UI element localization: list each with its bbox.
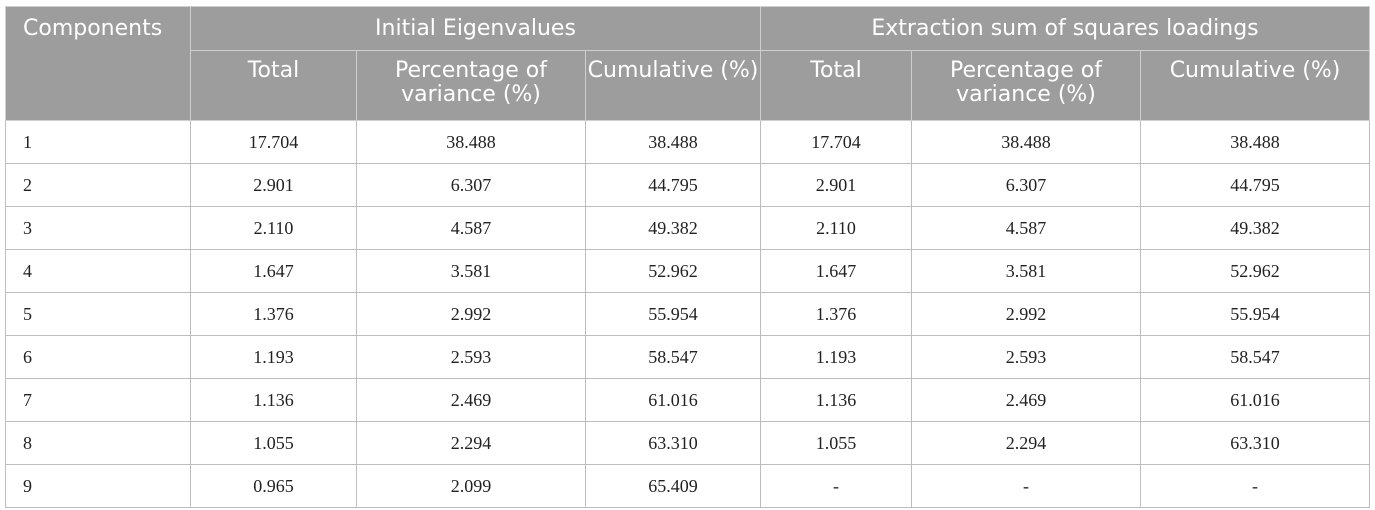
cell-component-index: 7 (5, 378, 191, 422)
cell-component-index: 8 (5, 421, 191, 465)
table-row: 6 1.193 2.593 58.547 1.193 2.593 58.547 (5, 335, 1371, 379)
subheader-total-initial: Total (190, 50, 357, 121)
table-row: 8 1.055 2.294 63.310 1.055 2.294 63.310 (5, 421, 1371, 465)
cell-variance-extraction: 2.992 (911, 292, 1141, 336)
cell-total-extraction: 17.704 (760, 120, 912, 164)
cell-total-initial: 1.647 (190, 249, 357, 293)
cell-total-initial: 1.055 (190, 421, 357, 465)
table-row: 2 2.901 6.307 44.795 2.901 6.307 44.795 (5, 163, 1371, 207)
cell-cumulative-initial: 38.488 (585, 120, 761, 164)
cell-total-extraction: 1.647 (760, 249, 912, 293)
cell-total-initial: 2.110 (190, 206, 357, 250)
cell-total-initial: 2.901 (190, 163, 357, 207)
cell-component-index: 4 (5, 249, 191, 293)
table-row: 3 2.110 4.587 49.382 2.110 4.587 49.382 (5, 206, 1371, 250)
initial-eigenvalues-header: Initial Eigenvalues (190, 6, 761, 51)
cell-cumulative-extraction: 52.962 (1139, 249, 1371, 293)
cell-total-extraction: - (760, 464, 912, 508)
cell-cumulative-extraction: - (1139, 464, 1371, 508)
cell-component-index: 5 (5, 292, 191, 336)
cell-variance-initial: 3.581 (356, 249, 586, 293)
subheader-cumulative-initial: Cumulative (%) (585, 50, 761, 121)
components-header: Components (5, 6, 191, 121)
cell-total-extraction: 2.901 (760, 163, 912, 207)
cell-variance-initial: 4.587 (356, 206, 586, 250)
cell-cumulative-initial: 63.310 (585, 421, 761, 465)
cell-component-index: 2 (5, 163, 191, 207)
cell-variance-initial: 6.307 (356, 163, 586, 207)
cell-variance-extraction: 2.469 (911, 378, 1141, 422)
cell-cumulative-extraction: 44.795 (1139, 163, 1371, 207)
cell-component-index: 3 (5, 206, 191, 250)
cell-cumulative-initial: 61.016 (585, 378, 761, 422)
table-row: 9 0.965 2.099 65.409- - - (5, 464, 1371, 508)
cell-cumulative-initial: 65.409 (585, 464, 761, 508)
cell-variance-extraction: - (911, 464, 1141, 508)
eigenvalues-table: Components Initial Eigenvalues Extractio… (5, 6, 1371, 508)
cell-variance-extraction: 3.581 (911, 249, 1141, 293)
cell-component-index: 6 (5, 335, 191, 379)
cell-total-extraction: 1.376 (760, 292, 912, 336)
cell-cumulative-extraction: 58.547 (1139, 335, 1371, 379)
cell-cumulative-initial: 49.382 (585, 206, 761, 250)
cell-variance-initial: 2.294 (356, 421, 586, 465)
cell-variance-extraction: 4.587 (911, 206, 1141, 250)
extraction-header: Extraction sum of squares loadings (759, 6, 1371, 51)
cell-cumulative-initial: 52.962 (585, 249, 761, 293)
cell-cumulative-extraction: 61.016 (1139, 378, 1371, 422)
eigenvalues-table-container: Components Initial Eigenvalues Extractio… (5, 6, 1371, 508)
cell-total-extraction: 2.110 (760, 206, 912, 250)
cell-cumulative-extraction: 49.382 (1139, 206, 1371, 250)
table-body: 1 17.704 38.488 38.488 17.704 38.488 38.488 2 2.… (5, 120, 1371, 508)
cell-cumulative-extraction: 55.954 (1139, 292, 1371, 336)
cell-variance-initial: 2.099 (356, 464, 586, 508)
cell-variance-extraction: 6.307 (911, 163, 1141, 207)
cell-cumulative-extraction: 63.310 (1139, 421, 1371, 465)
cell-cumulative-initial: 58.547 (585, 335, 761, 379)
cell-total-initial: 1.136 (190, 378, 357, 422)
cell-cumulative-initial: 44.795 (585, 163, 761, 207)
cell-variance-extraction: 2.593 (911, 335, 1141, 379)
subheader-variance-initial: Percentage of variance (%) (356, 50, 586, 121)
subheader-variance-extraction: Percentage of variance (%) (911, 50, 1141, 121)
cell-total-initial: 1.193 (190, 335, 357, 379)
table-row: 4 1.647 3.581 52.962 1.647 3.581 52.962 (5, 249, 1371, 293)
subheader-total-extraction: Total (760, 50, 912, 121)
cell-cumulative-initial: 55.954 (585, 292, 761, 336)
table-row: 5 1.376 2.992 55.954 1.376 2.992 55.954 (5, 292, 1371, 336)
table-row: 1 17.704 38.488 38.488 17.704 38.488 38.488 (5, 120, 1371, 164)
cell-component-index: 9 (5, 464, 191, 508)
cell-total-extraction: 1.055 (760, 421, 912, 465)
table-header: Components Initial Eigenvalues Extractio… (5, 6, 1371, 121)
cell-total-initial: 0.965 (190, 464, 357, 508)
cell-total-extraction: 1.193 (760, 335, 912, 379)
cell-total-extraction: 1.136 (760, 378, 912, 422)
cell-variance-extraction: 2.294 (911, 421, 1141, 465)
cell-variance-extraction: 38.488 (911, 120, 1141, 164)
cell-total-initial: 1.376 (190, 292, 357, 336)
cell-variance-initial: 2.593 (356, 335, 586, 379)
subheader-cumulative-extraction: Cumulative (%) (1139, 50, 1371, 121)
cell-variance-initial: 2.992 (356, 292, 586, 336)
cell-cumulative-extraction: 38.488 (1139, 120, 1371, 164)
cell-variance-initial: 38.488 (356, 120, 586, 164)
cell-total-initial: 17.704 (190, 120, 357, 164)
cell-component-index: 1 (5, 120, 191, 164)
table-row: 7 1.136 2.469 61.016 1.136 2.469 61.016 (5, 378, 1371, 422)
cell-variance-initial: 2.469 (356, 378, 586, 422)
